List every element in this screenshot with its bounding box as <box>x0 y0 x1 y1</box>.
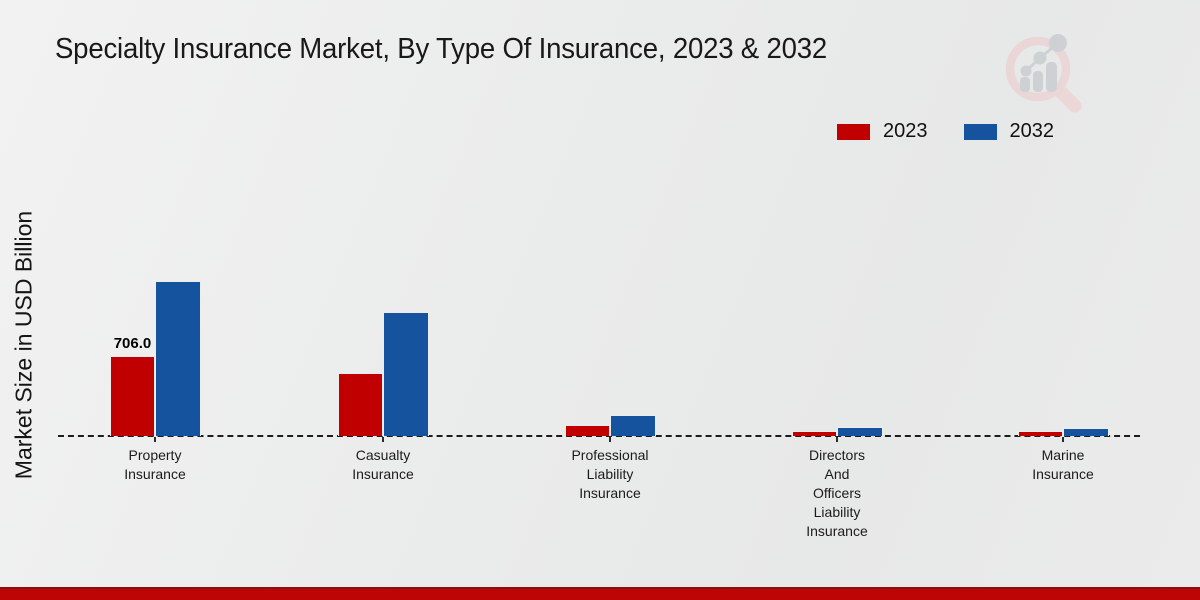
logo-magnifier-handle <box>1051 82 1082 113</box>
bar-2023-casualty-insurance <box>338 373 383 436</box>
x-label-property-insurance: Property Insurance <box>124 447 186 482</box>
bar-2032-casualty-insurance <box>383 312 429 436</box>
legend-label: 2032 <box>1009 120 1055 142</box>
logo-trend-dot <box>1049 34 1067 52</box>
x-tick-marine-insurance <box>1062 437 1064 442</box>
legend-swatch-2032 <box>963 123 997 140</box>
bar-2023-property-insurance <box>110 356 155 436</box>
bar-2032-property-insurance <box>155 281 201 436</box>
bar-2032-directors-and-officers-liability-insurance <box>837 427 883 436</box>
logo-bar <box>1033 71 1043 92</box>
x-label-marine-insurance: Marine Insurance <box>1032 447 1094 482</box>
bar-value-label: 706.0 <box>113 335 152 352</box>
footer-band <box>0 587 1200 600</box>
x-tick-professional-liability-insurance <box>609 437 611 442</box>
legend: 2023 2032 <box>837 120 1054 143</box>
legend-swatch-2023 <box>837 123 870 140</box>
bar-2032-marine-insurance <box>1063 428 1109 436</box>
legend-label: 2023 <box>883 120 928 142</box>
logo-bar <box>1046 62 1057 92</box>
bar-2023-marine-insurance <box>1018 431 1063 436</box>
legend-item-2032: 2032 <box>963 120 1055 143</box>
x-axis-baseline <box>58 435 1140 437</box>
logo-magnifier-ring <box>1005 36 1071 102</box>
brand-logo-watermark <box>1005 34 1082 113</box>
x-label-casualty-insurance: Casualty Insurance <box>352 447 414 482</box>
x-label-professional-liability-insurance: Professional Liability Insurance <box>571 447 649 501</box>
x-tick-property-insurance <box>154 437 156 442</box>
bar-2032-professional-liability-insurance <box>610 415 656 436</box>
logo-trend-dot <box>1020 65 1032 77</box>
x-label-directors-and-officers-liability-insurance: Directors And Officers Liability Insuran… <box>806 447 868 539</box>
legend-item-2023: 2023 <box>837 120 928 143</box>
logo-trend-dot <box>1033 51 1047 65</box>
chart-title: Specialty Insurance Market, By Type Of I… <box>55 33 827 65</box>
x-tick-casualty-insurance <box>382 437 384 442</box>
logo-bar <box>1020 77 1030 92</box>
x-tick-directors-and-officers-liability-insurance <box>836 437 838 442</box>
bar-2023-directors-and-officers-liability-insurance <box>792 431 837 436</box>
bar-2023-professional-liability-insurance <box>565 425 610 436</box>
